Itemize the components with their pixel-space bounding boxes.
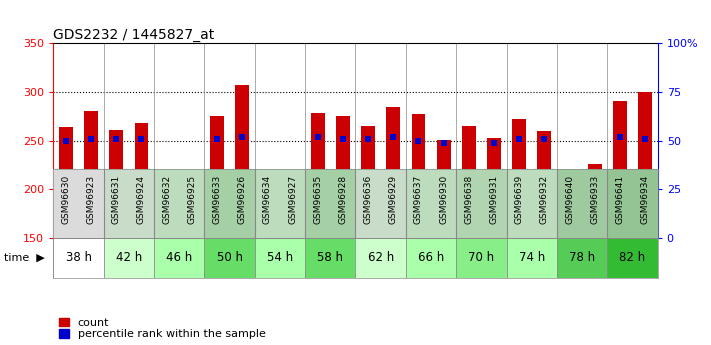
Bar bbox=[356, 238, 406, 278]
Bar bbox=[356, 169, 380, 238]
Bar bbox=[588, 164, 602, 238]
Bar bbox=[104, 169, 129, 238]
Text: GSM96641: GSM96641 bbox=[616, 175, 624, 224]
Text: GSM96634: GSM96634 bbox=[263, 175, 272, 224]
Bar bbox=[84, 111, 98, 238]
Text: GSM96932: GSM96932 bbox=[540, 175, 549, 224]
Text: 62 h: 62 h bbox=[368, 252, 394, 264]
Text: GSM96638: GSM96638 bbox=[464, 175, 474, 224]
Text: GSM96639: GSM96639 bbox=[515, 175, 524, 224]
Bar bbox=[160, 219, 173, 238]
Text: GSM96923: GSM96923 bbox=[87, 175, 95, 224]
Text: GSM96928: GSM96928 bbox=[338, 175, 348, 224]
Bar bbox=[210, 116, 224, 238]
Bar bbox=[286, 201, 299, 238]
Text: 74 h: 74 h bbox=[518, 252, 545, 264]
Bar bbox=[638, 92, 652, 238]
Bar bbox=[487, 138, 501, 238]
Text: GSM96636: GSM96636 bbox=[363, 175, 373, 224]
Text: GSM96924: GSM96924 bbox=[137, 175, 146, 224]
Bar bbox=[255, 238, 305, 278]
Bar bbox=[230, 169, 255, 238]
Bar bbox=[109, 130, 123, 238]
Text: 82 h: 82 h bbox=[619, 252, 646, 264]
Text: GSM96635: GSM96635 bbox=[314, 175, 322, 224]
Text: GSM96637: GSM96637 bbox=[414, 175, 423, 224]
Bar bbox=[59, 127, 73, 238]
Text: GSM96933: GSM96933 bbox=[590, 175, 599, 224]
Bar bbox=[532, 169, 557, 238]
Bar bbox=[336, 116, 350, 238]
Bar bbox=[305, 238, 356, 278]
Text: GSM96630: GSM96630 bbox=[61, 175, 70, 224]
Bar bbox=[104, 238, 154, 278]
Bar bbox=[78, 169, 104, 238]
Bar bbox=[185, 203, 199, 238]
Bar bbox=[311, 113, 325, 238]
Bar bbox=[506, 238, 557, 278]
Bar bbox=[607, 238, 658, 278]
Text: GSM96930: GSM96930 bbox=[439, 175, 448, 224]
Bar bbox=[361, 126, 375, 238]
Bar bbox=[53, 238, 104, 278]
Text: GSM96633: GSM96633 bbox=[213, 175, 222, 224]
Bar bbox=[538, 131, 551, 238]
Bar bbox=[431, 169, 456, 238]
Bar bbox=[613, 101, 627, 238]
Bar bbox=[260, 189, 274, 238]
Bar bbox=[562, 194, 577, 238]
Bar bbox=[154, 169, 179, 238]
Text: 50 h: 50 h bbox=[217, 252, 242, 264]
Bar bbox=[134, 123, 149, 238]
Text: 70 h: 70 h bbox=[469, 252, 494, 264]
Bar bbox=[179, 169, 205, 238]
Bar bbox=[506, 169, 532, 238]
Text: GSM96631: GSM96631 bbox=[112, 175, 121, 224]
Text: 58 h: 58 h bbox=[317, 252, 343, 264]
Bar bbox=[406, 169, 431, 238]
Bar bbox=[255, 169, 280, 238]
Text: GSM96640: GSM96640 bbox=[565, 175, 574, 224]
Text: GSM96931: GSM96931 bbox=[489, 175, 498, 224]
Bar bbox=[557, 169, 582, 238]
Bar bbox=[412, 114, 425, 238]
Text: 78 h: 78 h bbox=[569, 252, 595, 264]
Bar bbox=[380, 169, 406, 238]
Bar bbox=[633, 169, 658, 238]
Text: GSM96927: GSM96927 bbox=[288, 175, 297, 224]
Bar bbox=[607, 169, 633, 238]
Legend: count, percentile rank within the sample: count, percentile rank within the sample bbox=[59, 317, 266, 339]
Text: 38 h: 38 h bbox=[65, 252, 92, 264]
Bar bbox=[154, 238, 205, 278]
Text: 46 h: 46 h bbox=[166, 252, 193, 264]
Bar bbox=[53, 169, 78, 238]
Bar bbox=[280, 169, 305, 238]
Bar bbox=[386, 107, 400, 238]
Text: GSM96934: GSM96934 bbox=[641, 175, 650, 224]
Text: time  ▶: time ▶ bbox=[4, 253, 44, 263]
Text: GSM96925: GSM96925 bbox=[187, 175, 196, 224]
Text: GSM96926: GSM96926 bbox=[237, 175, 247, 224]
Bar bbox=[305, 169, 331, 238]
Bar bbox=[557, 238, 607, 278]
Bar bbox=[205, 169, 230, 238]
Bar bbox=[437, 140, 451, 238]
Bar bbox=[129, 169, 154, 238]
Text: 66 h: 66 h bbox=[418, 252, 444, 264]
Text: GSM96632: GSM96632 bbox=[162, 175, 171, 224]
Bar bbox=[205, 238, 255, 278]
Text: 54 h: 54 h bbox=[267, 252, 293, 264]
Text: GSM96929: GSM96929 bbox=[389, 175, 397, 224]
Bar bbox=[582, 169, 607, 238]
Text: 42 h: 42 h bbox=[116, 252, 142, 264]
Bar bbox=[481, 169, 506, 238]
Text: GDS2232 / 1445827_at: GDS2232 / 1445827_at bbox=[53, 28, 215, 42]
Bar bbox=[456, 169, 481, 238]
Bar bbox=[235, 85, 249, 238]
Bar bbox=[331, 169, 356, 238]
Bar bbox=[456, 238, 506, 278]
Bar bbox=[462, 126, 476, 238]
Bar bbox=[406, 238, 456, 278]
Bar bbox=[512, 119, 526, 238]
